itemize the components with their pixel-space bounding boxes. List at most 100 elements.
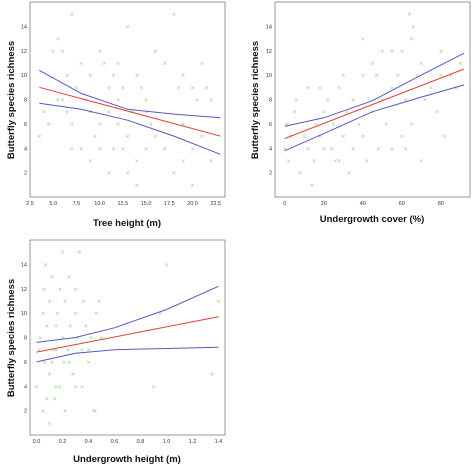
data-point: × — [409, 37, 414, 43]
data-point: × — [314, 122, 319, 128]
data-point: × — [351, 146, 356, 152]
data-point: × — [190, 183, 195, 189]
x-tick-label: 1.2 — [189, 439, 197, 445]
data-point: × — [429, 85, 434, 91]
data-point: × — [93, 409, 98, 415]
data-point: × — [42, 287, 47, 293]
data-point: × — [79, 61, 84, 67]
x-tick-label: 2.5 — [26, 201, 34, 207]
data-point: × — [47, 372, 52, 378]
x-tick-label: 20 — [321, 201, 327, 207]
data-point: × — [321, 110, 326, 116]
data-point: × — [125, 134, 130, 140]
data-point: × — [458, 61, 463, 67]
data-point: × — [67, 360, 72, 366]
data-point: × — [190, 85, 195, 91]
x-tick-label: 1.4 — [215, 439, 223, 445]
data-point: × — [65, 110, 70, 116]
x-tick-label: 15.0 — [141, 201, 152, 207]
data-point: × — [144, 98, 149, 104]
data-point: × — [318, 85, 323, 91]
x-tick-label: 80 — [438, 201, 444, 207]
x-tick-label: 1.0 — [163, 439, 171, 445]
data-point: × — [306, 85, 311, 91]
y-tick-label: 12 — [21, 287, 27, 293]
data-point: × — [99, 336, 104, 342]
data-point: × — [102, 61, 107, 67]
data-point: × — [407, 12, 412, 18]
data-point: × — [292, 110, 297, 116]
y-tick-label: 2 — [24, 409, 27, 415]
y-tick-label: 6 — [24, 360, 27, 366]
x-tick-labels: 2.5 5.0 7.5 10.0 12.5 15.0 17.5 20.0 22.5 — [26, 201, 221, 207]
data-point: × — [37, 348, 42, 354]
y-tick-label: 10 — [266, 73, 272, 79]
regression-lines — [39, 69, 221, 155]
y-tick-label: 12 — [266, 49, 272, 55]
data-point: × — [54, 348, 59, 354]
data-point: × — [60, 49, 65, 55]
data-point: × — [80, 384, 85, 390]
data-point: × — [380, 49, 385, 55]
y-tick-label: 14 — [21, 24, 27, 30]
data-point: × — [312, 158, 317, 164]
data-point: × — [61, 360, 66, 366]
data-point: × — [74, 85, 79, 91]
data-point: × — [76, 336, 81, 342]
data-point: × — [144, 110, 149, 116]
data-point: × — [144, 146, 149, 152]
data-point: × — [210, 372, 215, 378]
x-tick-labels: 0 20 40 60 80 — [283, 201, 444, 207]
data-point: × — [91, 409, 96, 415]
data-point: × — [86, 360, 91, 366]
y-tick-label: 4 — [24, 384, 27, 390]
data-point: × — [333, 158, 338, 164]
y-axis-title: Butterfly species richness — [6, 41, 17, 159]
y-tick-label: 2 — [24, 171, 27, 177]
data-point: × — [73, 311, 78, 317]
data-point: × — [111, 146, 116, 152]
data-point: × — [158, 311, 163, 317]
data-point: × — [41, 311, 46, 317]
data-point: × — [121, 146, 126, 152]
data-point: × — [46, 122, 51, 128]
data-point: × — [65, 73, 70, 79]
regression-lines — [284, 52, 465, 152]
data-point: × — [71, 372, 76, 378]
data-point: × — [284, 122, 289, 128]
ci-lower-line — [36, 346, 219, 363]
data-point: × — [331, 122, 336, 128]
data-point: × — [376, 146, 381, 152]
scatter-points: ××××××××××××××××××××××××××××××××××××××××… — [34, 250, 221, 427]
data-point: × — [50, 275, 55, 281]
y-tick-label: 14 — [21, 262, 27, 268]
data-point: × — [93, 134, 98, 140]
data-point: × — [209, 158, 214, 164]
ci-lower-line — [39, 102, 221, 155]
y-tick-label: 6 — [24, 122, 27, 128]
data-point: × — [77, 250, 82, 256]
data-point: × — [396, 73, 401, 79]
panel-undergrowth-cover: ××××××××××××××××××××××××××××××××××××××××… — [250, 1, 471, 225]
data-point: × — [172, 171, 177, 177]
y-tick-label: 4 — [24, 146, 27, 152]
data-point: × — [199, 61, 204, 67]
data-point: × — [399, 49, 404, 55]
data-point: × — [63, 409, 68, 415]
data-point: × — [360, 37, 365, 43]
ci-upper-line — [284, 52, 465, 127]
data-point: × — [181, 73, 186, 79]
data-point: × — [65, 348, 70, 354]
data-point: × — [448, 73, 453, 79]
data-point: × — [83, 98, 88, 104]
data-point: × — [54, 323, 59, 329]
data-point: × — [360, 134, 365, 140]
data-point: × — [54, 384, 59, 390]
y-tick-label: 8 — [24, 98, 27, 104]
x-axis-title: Undergrowth height (m) — [73, 454, 181, 465]
fit-line — [39, 86, 221, 137]
y-tick-label: 14 — [266, 24, 272, 30]
data-point: × — [60, 336, 65, 342]
data-point: × — [318, 134, 323, 140]
data-point: × — [58, 287, 63, 293]
